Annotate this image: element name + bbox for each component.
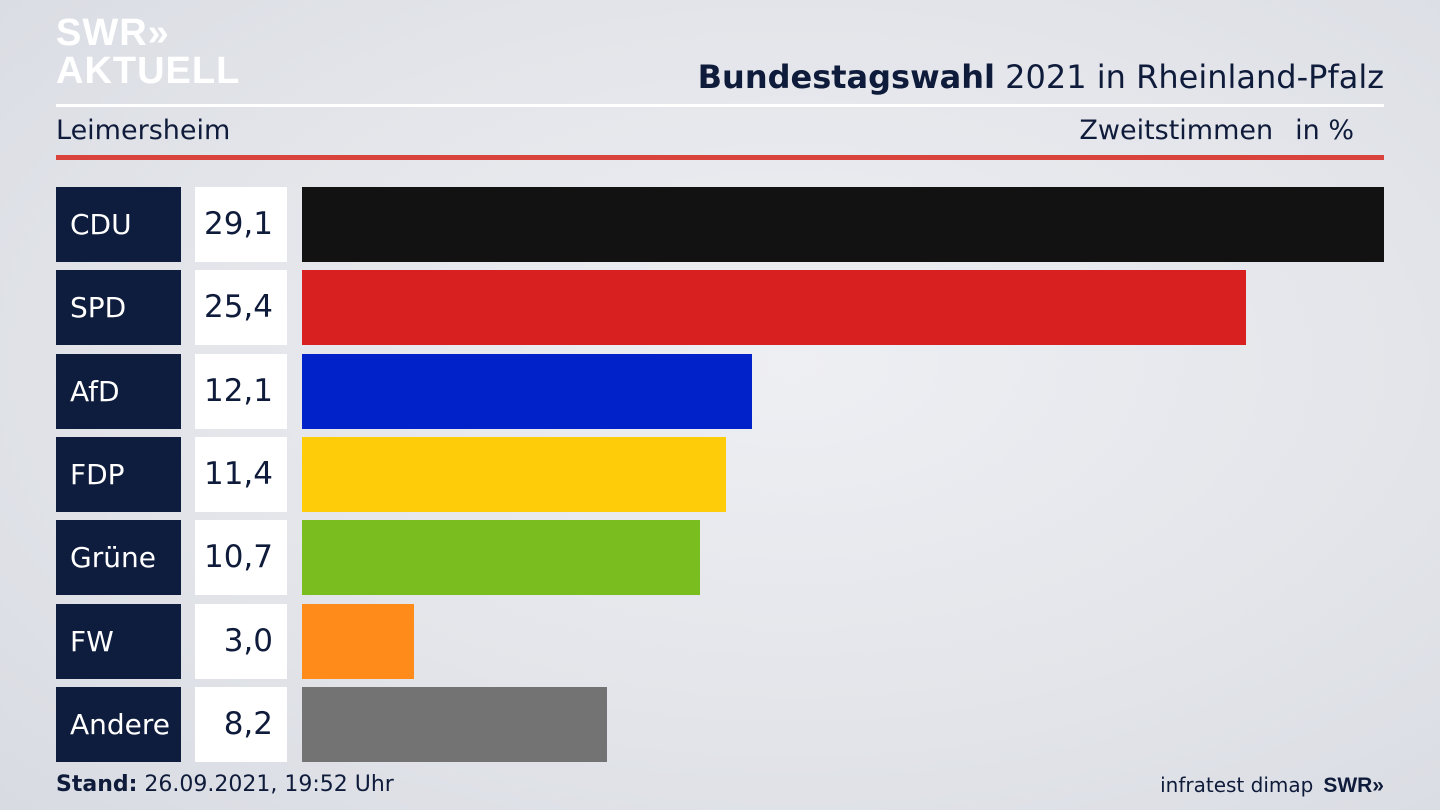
metric-unit: in % [1295, 115, 1354, 146]
metric-label: Zweitstimmen in % [1079, 115, 1354, 146]
metric-name: Zweitstimmen [1079, 115, 1274, 146]
bar [302, 187, 1384, 262]
accent-divider [56, 155, 1384, 160]
bar-row: Andere 8,2 [56, 687, 1384, 762]
bar-row: SPD 25,4 [56, 270, 1384, 345]
bar-row: Grüne 10,7 [56, 520, 1384, 595]
party-label: FW [56, 604, 181, 679]
value-label: 3,0 [195, 604, 287, 679]
source-credit: infratest dimap SWR» [1160, 773, 1384, 798]
value-label: 12,1 [195, 354, 287, 429]
title-rest: 2021 in Rheinland-Pfalz [995, 58, 1384, 96]
value-label: 25,4 [195, 270, 287, 345]
bar [302, 687, 607, 762]
value-label: 8,2 [195, 687, 287, 762]
party-label: Grüne [56, 520, 181, 595]
logo-line-1: SWR» [56, 12, 170, 54]
bar-row: FDP 11,4 [56, 437, 1384, 512]
stand-value: 26.09.2021, 19:52 Uhr [137, 772, 394, 797]
value-label: 11,4 [195, 437, 287, 512]
logo-line-2: AKTUELL [56, 50, 241, 92]
party-label: FDP [56, 437, 181, 512]
bar [302, 520, 700, 595]
value-label: 10,7 [195, 520, 287, 595]
party-label: Andere [56, 687, 181, 762]
bar-chart: CDU 29,1 SPD 25,4 AfD 12,1 FDP 11,4 Grüne 10,7 FW 3… [56, 187, 1384, 762]
page-title: Bundestagswahl 2021 in Rheinland-Pfalz [698, 58, 1384, 96]
source-label: infratest dimap [1160, 773, 1314, 797]
header-divider [56, 104, 1384, 107]
bar-row: FW 3,0 [56, 604, 1384, 679]
bar-row: AfD 12,1 [56, 354, 1384, 429]
party-label: CDU [56, 187, 181, 262]
title-bold: Bundestagswahl [697, 58, 995, 96]
timestamp: Stand: 26.09.2021, 19:52 Uhr [56, 772, 394, 797]
bar [302, 354, 752, 429]
bar [302, 604, 414, 679]
party-label: AfD [56, 354, 181, 429]
value-label: 29,1 [195, 187, 287, 262]
bar [302, 437, 726, 512]
bar-row: CDU 29,1 [56, 187, 1384, 262]
party-label: SPD [56, 270, 181, 345]
bar [302, 270, 1246, 345]
swr-brand-logo: SWR» [1323, 774, 1384, 797]
stand-label: Stand: [56, 772, 138, 797]
swr-aktuell-logo: SWR» AKTUELL [56, 14, 240, 90]
region-label: Leimersheim [56, 115, 231, 146]
